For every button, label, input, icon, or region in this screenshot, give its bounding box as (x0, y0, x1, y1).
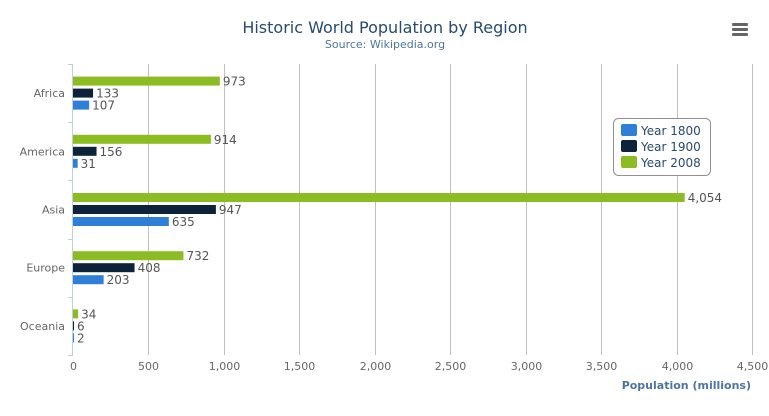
value-tick-label: 0 (70, 360, 77, 373)
value-tick-label: 500 (138, 360, 159, 373)
value-tick-label: 3,500 (586, 360, 618, 373)
bar[interactable] (73, 88, 94, 98)
hamburger-menu-icon[interactable] (732, 23, 748, 36)
data-label: 914 (214, 133, 237, 147)
value-tick-label: 4,500 (737, 360, 769, 373)
legend-box (613, 118, 711, 176)
bar[interactable] (73, 309, 79, 319)
value-tick-label: 1,500 (284, 360, 316, 373)
bar[interactable] (73, 275, 104, 285)
data-label: 34 (81, 307, 96, 321)
value-tick-label: 1,000 (209, 360, 241, 373)
value-tick-label: 2,500 (435, 360, 467, 373)
data-label: 2 (77, 331, 85, 345)
bar[interactable] (73, 321, 74, 331)
bar[interactable] (73, 251, 184, 261)
category-label: Europe (26, 262, 65, 275)
data-label: 31 (81, 157, 96, 171)
bar[interactable] (73, 333, 74, 343)
legend-item[interactable]: Year 1800 (640, 124, 701, 138)
data-label: 4,054 (688, 191, 722, 205)
legend-swatch[interactable] (621, 156, 637, 168)
category-label: Africa (34, 87, 65, 100)
legend: Year 1800 Year 1900 Year 2008 (613, 118, 711, 176)
data-label: 408 (138, 261, 161, 275)
data-label: 732 (186, 249, 209, 263)
data-label: 6 (77, 319, 85, 333)
data-label: 133 (96, 87, 119, 101)
category-label: Oceania (20, 320, 65, 333)
bar[interactable] (73, 205, 216, 214)
category-label: America (20, 145, 65, 158)
bar[interactable] (73, 100, 90, 110)
value-tick-label: 3,000 (511, 360, 543, 373)
data-label: 973 (223, 75, 246, 89)
chart-subtitle: Source: Wikipedia.org (325, 38, 445, 51)
category-label: Asia (42, 204, 65, 217)
legend-item[interactable]: Year 1900 (640, 140, 701, 154)
data-label: 156 (100, 145, 123, 159)
legend-item[interactable]: Year 2008 (640, 156, 701, 170)
value-tick-label: 2,000 (360, 360, 392, 373)
legend-swatch[interactable] (621, 124, 637, 136)
data-label: 203 (107, 273, 130, 287)
bar[interactable] (73, 134, 211, 144)
bar[interactable] (73, 263, 135, 273)
value-tick-label: 4,000 (662, 360, 694, 373)
bar[interactable] (73, 193, 685, 202)
bar[interactable] (73, 146, 97, 156)
value-axis-title: Population (millions) (622, 379, 751, 392)
legend-swatch[interactable] (621, 140, 637, 152)
bar[interactable] (73, 217, 169, 226)
data-label: 635 (172, 215, 195, 229)
data-label: 947 (219, 203, 242, 217)
bar[interactable] (73, 158, 78, 168)
data-label: 107 (92, 99, 115, 113)
chart-title: Historic World Population by Region (242, 18, 527, 37)
bar[interactable] (73, 76, 220, 86)
